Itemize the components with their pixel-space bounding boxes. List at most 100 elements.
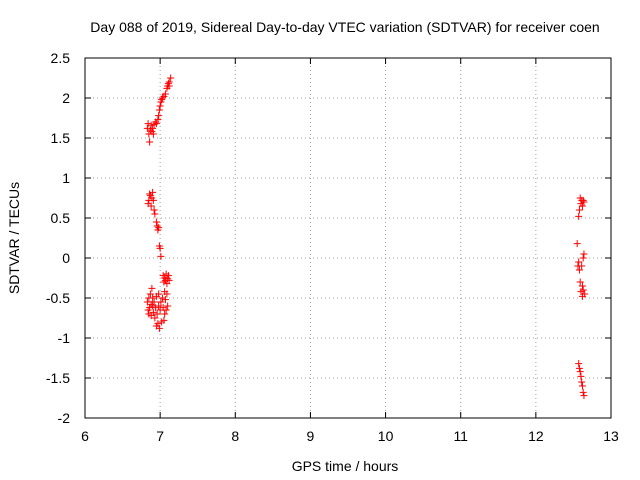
data-point [151, 210, 159, 218]
data-point [143, 298, 151, 306]
x-tick-label: 8 [231, 428, 239, 444]
data-point [151, 314, 159, 322]
data-point [575, 364, 583, 372]
data-point [155, 112, 163, 120]
data-point [155, 302, 163, 310]
data-point [164, 275, 172, 283]
data-point [578, 202, 586, 210]
data-point [146, 190, 154, 198]
data-point [160, 316, 168, 324]
data-point [149, 130, 157, 138]
data-point [578, 282, 586, 290]
y-tick-label: 0.5 [51, 210, 71, 226]
y-tick-labels: 2.5 2 1.5 1 0.5 0 -0.5 -1 -1.5 -2 [46, 50, 70, 426]
y-tick-label: 2.5 [51, 50, 71, 66]
data-point [147, 121, 155, 129]
data-point [164, 302, 172, 310]
x-tick-label: 11 [453, 428, 468, 444]
data-point [578, 378, 586, 386]
data-point [576, 368, 584, 376]
data-point [575, 360, 583, 368]
data-point [581, 290, 589, 298]
data-point [150, 206, 158, 214]
data-point [580, 392, 588, 400]
axis-ticks [84, 57, 612, 419]
y-tick-label: -0.5 [46, 290, 70, 306]
chart-title: Day 088 of 2019, Sidereal Day-to-day VTE… [90, 19, 599, 35]
y-tick-label: -1 [58, 330, 71, 346]
data-point [580, 198, 588, 206]
data-point [573, 240, 581, 248]
data-point [155, 324, 163, 332]
data-point [146, 290, 154, 298]
data-points [143, 74, 589, 400]
data-point [153, 310, 161, 318]
x-tick-label: 9 [307, 428, 315, 444]
data-point [152, 120, 160, 128]
data-point [163, 290, 171, 298]
y-tick-label: 0 [62, 250, 70, 266]
data-point [155, 106, 163, 114]
x-axis-label: GPS time / hours [292, 458, 399, 474]
x-tick-label: 6 [81, 428, 89, 444]
y-tick-label: 1 [62, 170, 70, 186]
data-point [578, 262, 586, 270]
data-point [577, 372, 585, 380]
data-point [152, 304, 160, 312]
data-point [164, 272, 172, 280]
data-point [575, 206, 583, 214]
y-tick-label: 2 [62, 90, 70, 106]
data-point [149, 308, 157, 316]
data-point [154, 320, 162, 328]
x-tick-labels: 6 7 8 9 10 11 12 13 [81, 428, 619, 444]
data-point [165, 82, 173, 90]
data-point [576, 278, 584, 286]
y-tick-label: -1.5 [46, 370, 70, 386]
data-point [153, 222, 161, 230]
data-point [167, 74, 175, 82]
y-tick-label: 1.5 [51, 130, 71, 146]
data-point [156, 244, 164, 252]
data-point [157, 252, 165, 260]
data-point [158, 94, 166, 102]
x-tick-label: 10 [378, 428, 394, 444]
x-tick-label: 13 [603, 428, 619, 444]
data-point [149, 188, 157, 196]
data-point [156, 102, 164, 110]
data-point [154, 116, 162, 124]
data-point [161, 310, 169, 318]
data-point [152, 218, 160, 226]
x-tick-label: 7 [156, 428, 164, 444]
data-point [147, 202, 155, 210]
data-point [161, 90, 169, 98]
data-point [146, 138, 154, 146]
data-point [144, 120, 152, 128]
data-point [149, 294, 157, 302]
data-point [575, 266, 583, 274]
x-tick-label: 12 [528, 428, 544, 444]
data-point [149, 124, 157, 132]
data-point [160, 278, 168, 286]
data-point [579, 388, 587, 396]
data-point [579, 254, 587, 262]
data-point [158, 294, 166, 302]
data-point [146, 304, 154, 312]
grid [85, 58, 611, 418]
data-point [578, 382, 586, 390]
data-point [580, 250, 588, 258]
data-point [575, 212, 583, 220]
y-axis-label: SDTVAR / TECUs [6, 182, 22, 294]
y-tick-label: -2 [58, 410, 71, 426]
data-point [157, 298, 165, 306]
data-point [150, 298, 158, 306]
data-point [162, 306, 170, 314]
data-point [148, 284, 156, 292]
data-point [579, 286, 587, 294]
data-point [165, 276, 173, 284]
data-point [155, 290, 163, 298]
data-point [155, 224, 163, 232]
data-point [161, 296, 169, 304]
data-point [149, 302, 157, 310]
plot-frame [84, 57, 612, 419]
